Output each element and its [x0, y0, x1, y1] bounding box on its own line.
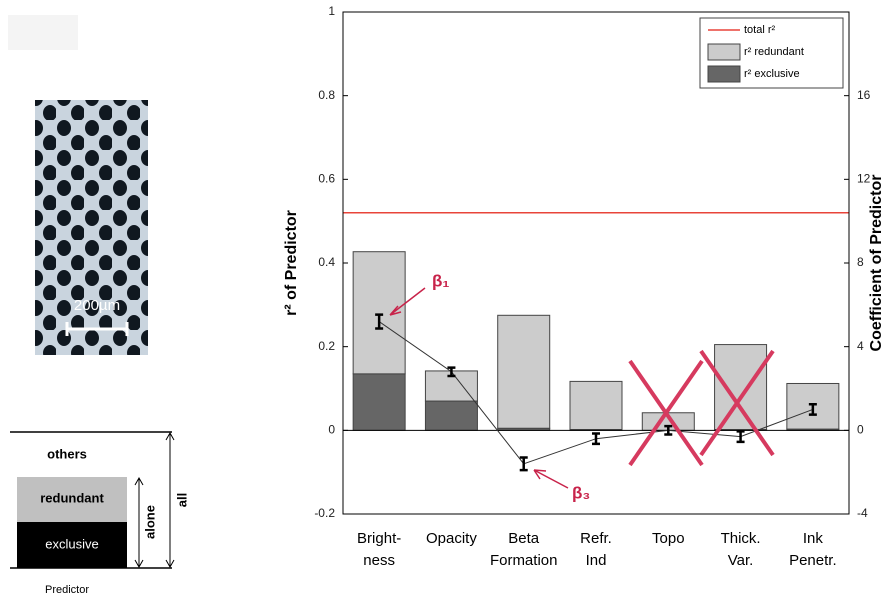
y-tick-label: 0.2 — [318, 339, 335, 353]
x-tick-label: Refr.Ind — [580, 530, 612, 569]
legend-swatch — [708, 44, 740, 60]
schematic-label: others — [47, 446, 87, 461]
y2-axis-label: Coefficient of Predictor — [868, 175, 885, 352]
annotation: β₁ — [432, 271, 449, 290]
y-tick-label: 0.8 — [318, 88, 335, 102]
blank-box — [8, 15, 78, 50]
y-tick-label: -0.2 — [314, 506, 335, 520]
arrow — [166, 433, 174, 567]
schematic-label: all — [174, 493, 189, 507]
schematic-label: alone — [142, 505, 157, 539]
legend-swatch — [708, 66, 740, 82]
micrograph — [35, 100, 148, 355]
x-tick-label: Opacity — [426, 530, 477, 547]
y-axis-label: r² of Predictor — [283, 210, 300, 316]
legend-label: r² redundant — [744, 46, 804, 58]
annotation-arrow — [534, 470, 568, 488]
y-tick-label: 1 — [328, 4, 335, 18]
bar — [570, 381, 622, 429]
legend-label: total r² — [744, 24, 776, 36]
bar — [425, 401, 477, 430]
y2-tick-label: 8 — [857, 255, 864, 269]
y2-tick-label: 4 — [857, 339, 864, 353]
schematic-label: exclusive — [45, 536, 98, 551]
bar — [498, 315, 550, 428]
y-tick-label: 0 — [328, 423, 335, 437]
x-tick-label: Thick.Var. — [721, 530, 761, 569]
bar — [353, 374, 405, 430]
y-tick-label: 0.4 — [318, 255, 335, 269]
schematic-label: Predictor — [45, 584, 89, 596]
legend-label: r² exclusive — [744, 68, 800, 80]
bar — [715, 345, 767, 430]
x-tick-label: Topo — [652, 530, 685, 547]
chart: -0.200.20.40.60.81-40481216Bright-nessOp… — [314, 4, 870, 569]
x-tick-label: Bright-ness — [357, 530, 401, 569]
y2-tick-label: 0 — [857, 423, 864, 437]
y2-tick-label: 16 — [857, 88, 871, 102]
schematic-label: redundant — [40, 490, 104, 505]
figure: 200µm others redundant exclusive alone a… — [0, 0, 887, 597]
y-tick-label: 0.6 — [318, 172, 335, 186]
scale-label: 200µm — [74, 297, 120, 314]
error-bar — [520, 458, 528, 471]
y2-tick-label: -4 — [857, 506, 868, 520]
annotation: β₃ — [572, 483, 590, 502]
